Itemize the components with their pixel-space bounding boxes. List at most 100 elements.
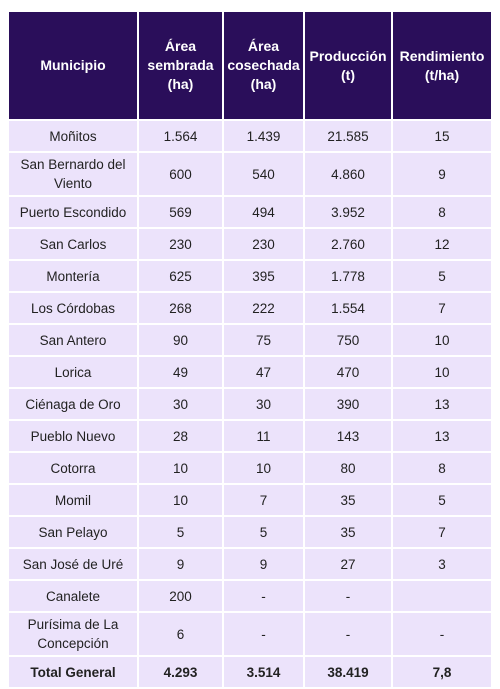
table-cell: Momil: [7, 483, 139, 517]
table-cell: Moñitos: [7, 119, 139, 153]
table-row: Cotorra 10 10 80 8: [7, 451, 493, 485]
header-cell: Municipio: [7, 10, 139, 121]
table-cell: 10: [391, 355, 493, 389]
table-cell: San José de Uré: [7, 547, 139, 581]
table-cell: -: [391, 611, 493, 657]
table-cell: 7: [222, 483, 305, 517]
table-row: Montería 625 395 1.778 5: [7, 259, 493, 293]
header-cell: Área sembrada (ha): [137, 10, 224, 121]
table-row: San Pelayo 5 5 35 7: [7, 515, 493, 549]
table-cell: 5: [391, 483, 493, 517]
table-cell: Lorica: [7, 355, 139, 389]
table-cell: 10: [222, 451, 305, 485]
table-cell: 15: [391, 119, 493, 153]
table-row: Ciénaga de Oro 30 30 390 13: [7, 387, 493, 421]
table-cell: 200: [137, 579, 224, 613]
table-cell: 5: [222, 515, 305, 549]
table-cell: 1.554: [303, 291, 393, 325]
table-cell: 4.860: [303, 151, 393, 197]
table-cell: 2.760: [303, 227, 393, 261]
total-row: Total General 4.293 3.514 38.419 7,8: [7, 655, 493, 689]
table-cell: 12: [391, 227, 493, 261]
table-cell: 27: [303, 547, 393, 581]
table-cell: 8: [391, 451, 493, 485]
table-cell: 5: [137, 515, 224, 549]
table-cell: 7: [391, 515, 493, 549]
table-cell: San Pelayo: [7, 515, 139, 549]
table-cell: -: [303, 611, 393, 657]
table-cell: 10: [137, 483, 224, 517]
table-cell: Montería: [7, 259, 139, 293]
table-cell: Canalete: [7, 579, 139, 613]
table-row: Canalete 200- -: [7, 579, 493, 613]
table-cell: 80: [303, 451, 393, 485]
table-cell: Pueblo Nuevo: [7, 419, 139, 453]
table-cell: 13: [391, 419, 493, 453]
header-cell: Área cosechada (ha): [222, 10, 305, 121]
table-cell: 625: [137, 259, 224, 293]
table-cell: 540: [222, 151, 305, 197]
table-cell: 1.564: [137, 119, 224, 153]
table-cell: 10: [391, 323, 493, 357]
table-cell: Purísima de La Concepción: [7, 611, 139, 657]
table-cell: 9: [222, 547, 305, 581]
table-cell: 230: [222, 227, 305, 261]
table-cell: 600: [137, 151, 224, 197]
table-cell: 49: [137, 355, 224, 389]
table-row: Puerto Escondido 569 494 3.952 8: [7, 195, 493, 229]
table-cell: 47: [222, 355, 305, 389]
total-cell: 4.293: [137, 655, 224, 689]
table-cell: 494: [222, 195, 305, 229]
table-row: San Antero 90 75 750 10: [7, 323, 493, 357]
table-cell: 21.585: [303, 119, 393, 153]
table-cell: 268: [137, 291, 224, 325]
data-table: Municipio Área sembrada (ha) Área cosechad…: [7, 10, 493, 689]
total-cell: 38.419: [303, 655, 393, 689]
table-row: San José de Uré 9 9 27 3: [7, 547, 493, 581]
table-cell: 750: [303, 323, 393, 357]
table-cell: 75: [222, 323, 305, 357]
table-cell: 3.952: [303, 195, 393, 229]
table-cell: 470: [303, 355, 393, 389]
table-cell: 13: [391, 387, 493, 421]
header-cell: Producción (t): [303, 10, 393, 121]
table-row: Los Córdobas 268 222 1.554 7: [7, 291, 493, 325]
table-row: Purísima de La Concepción 6- - -: [7, 611, 493, 657]
total-cell: Total General: [7, 655, 139, 689]
table-cell: 3: [391, 547, 493, 581]
table-body: Moñitos 1.564 1.439 21.585 15 San Bernardo de…: [7, 119, 493, 689]
table-cell: 8: [391, 195, 493, 229]
table-cell: 5: [391, 259, 493, 293]
table-cell: -: [222, 611, 305, 657]
table-cell: -: [222, 579, 305, 613]
table-cell: 143: [303, 419, 393, 453]
table-cell: 7: [391, 291, 493, 325]
table-cell: 395: [222, 259, 305, 293]
total-cell: 3.514: [222, 655, 305, 689]
table-row: Momil 10 7 35 5: [7, 483, 493, 517]
table-row: Lorica 49 47 470 10: [7, 355, 493, 389]
table-cell: 9: [391, 151, 493, 197]
table-cell: San Bernardo del Viento: [7, 151, 139, 197]
table-cell: 9: [137, 547, 224, 581]
table-row: San Bernardo del Viento 600 540 4.860 9: [7, 151, 493, 197]
table-cell: 1.778: [303, 259, 393, 293]
table-cell: [391, 579, 493, 613]
table-cell: 1.439: [222, 119, 305, 153]
table-cell: San Antero: [7, 323, 139, 357]
table-row: San Carlos 230 230 2.760 12: [7, 227, 493, 261]
table-cell: San Carlos: [7, 227, 139, 261]
table-cell: 222: [222, 291, 305, 325]
table-cell: 28: [137, 419, 224, 453]
table-cell: 30: [222, 387, 305, 421]
table-cell: 569: [137, 195, 224, 229]
table-cell: 90: [137, 323, 224, 357]
total-cell: 7,8: [391, 655, 493, 689]
table-cell: -: [303, 579, 393, 613]
table-cell: Los Córdobas: [7, 291, 139, 325]
table-cell: 6: [137, 611, 224, 657]
table-cell: Cotorra: [7, 451, 139, 485]
table-cell: 35: [303, 515, 393, 549]
table-cell: 230: [137, 227, 224, 261]
